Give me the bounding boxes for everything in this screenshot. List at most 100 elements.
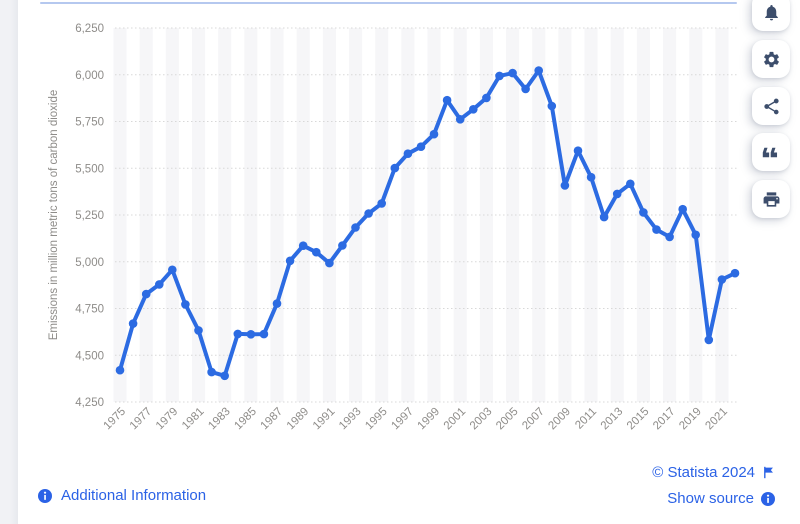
y-tick-label: 4,500	[75, 350, 104, 362]
x-tick-label: 1979	[154, 406, 181, 433]
data-point-2014[interactable]	[626, 179, 635, 189]
quote-icon	[762, 147, 777, 157]
y-tick-label: 4,250	[75, 397, 104, 409]
data-point-2013[interactable]	[612, 189, 622, 199]
x-tick-label: 1983	[206, 406, 233, 433]
footer-right: © Statista 2024 Show source	[652, 464, 775, 516]
data-point-1978[interactable]	[155, 280, 164, 289]
x-tick-label: 1993	[337, 406, 364, 433]
data-point-1987[interactable]	[272, 299, 282, 308]
data-point-1982[interactable]	[207, 367, 216, 377]
data-point-1996[interactable]	[390, 163, 400, 173]
data-point-1998[interactable]	[416, 142, 426, 151]
year-band	[139, 28, 153, 402]
data-point-1992[interactable]	[338, 241, 347, 250]
data-point-1989[interactable]	[298, 241, 308, 250]
data-point-1990[interactable]	[312, 247, 321, 257]
additional-information-label: Additional Information	[61, 487, 207, 504]
year-band	[663, 28, 677, 402]
x-tick-label: 1977	[128, 406, 155, 433]
flag-icon	[764, 466, 773, 479]
data-point-2007[interactable]	[534, 66, 543, 75]
data-point-1980[interactable]	[181, 300, 190, 309]
x-tick-label: 2013	[599, 406, 626, 433]
print-button[interactable]	[752, 180, 790, 218]
data-point-2017[interactable]	[665, 232, 674, 242]
show-source-label: Show source	[667, 490, 754, 507]
data-point-1977[interactable]	[141, 289, 151, 299]
info-icon	[38, 488, 52, 503]
additional-information-link[interactable]: Additional Information	[38, 487, 206, 504]
info-icon	[761, 491, 775, 506]
x-tick-label: 2011	[573, 406, 599, 432]
data-point-2010[interactable]	[573, 146, 583, 155]
data-point-2011[interactable]	[586, 172, 596, 182]
y-tick-label: 6,250	[75, 23, 104, 35]
data-point-2004[interactable]	[495, 71, 504, 81]
x-tick-label: 2001	[442, 406, 469, 433]
settings-button[interactable]	[752, 40, 790, 78]
x-tick-label: 2007	[520, 406, 547, 433]
data-point-2003[interactable]	[482, 93, 491, 103]
data-point-1986[interactable]	[259, 329, 269, 339]
data-point-2006[interactable]	[521, 84, 530, 94]
data-point-1979[interactable]	[168, 265, 177, 275]
statista-copyright-link[interactable]: © Statista 2024	[652, 464, 775, 481]
x-tick-label: 1995	[363, 406, 390, 433]
x-tick-label: 1999	[416, 406, 443, 433]
year-band	[715, 28, 729, 402]
notifications-button[interactable]	[752, 0, 790, 31]
data-point-2000[interactable]	[442, 95, 452, 105]
data-point-2012[interactable]	[599, 212, 609, 222]
year-band	[427, 28, 441, 402]
year-band	[610, 28, 624, 402]
x-tick-label: 2017	[651, 406, 678, 433]
bell-icon	[764, 4, 778, 20]
data-point-2022[interactable]	[730, 268, 740, 278]
left-gutter	[0, 0, 18, 524]
x-tick-label: 2019	[677, 406, 704, 433]
data-point-1994[interactable]	[364, 209, 373, 218]
y-tick-label: 5,000	[75, 257, 104, 269]
data-point-1988[interactable]	[285, 256, 295, 266]
data-point-1999[interactable]	[429, 129, 439, 139]
data-point-2008[interactable]	[547, 101, 557, 111]
data-point-2002[interactable]	[469, 105, 478, 114]
x-tick-label: 2021	[703, 406, 730, 433]
x-tick-label: 1991	[311, 406, 338, 433]
data-point-2021[interactable]	[717, 275, 727, 284]
data-point-1981[interactable]	[194, 326, 203, 335]
y-axis-label: Emissions in million metric tons of carb…	[48, 90, 60, 341]
data-point-1993[interactable]	[351, 223, 360, 232]
x-tick-label: 1981	[180, 406, 207, 433]
data-point-1976[interactable]	[128, 319, 138, 328]
data-point-2005[interactable]	[508, 68, 517, 78]
data-point-1983[interactable]	[220, 371, 229, 381]
data-point-1985[interactable]	[246, 330, 256, 339]
x-tick-label: 1985	[232, 406, 259, 433]
emissions-line-chart[interactable]: 4,250 4,500 4,750 5,000 5,250 5,500 5,750 6,000…	[0, 0, 800, 462]
data-point-1995[interactable]	[377, 199, 387, 208]
y-tick-label: 6,000	[75, 70, 104, 82]
data-point-1984[interactable]	[233, 329, 243, 339]
x-tick-label: 1975	[102, 406, 129, 433]
share-button[interactable]	[752, 87, 790, 125]
data-point-1975[interactable]	[115, 365, 125, 375]
x-tick-label: 1989	[285, 406, 312, 433]
data-point-2018[interactable]	[678, 204, 687, 214]
data-point-2015[interactable]	[639, 208, 648, 217]
data-point-2001[interactable]	[455, 115, 465, 124]
show-source-link[interactable]: Show source	[652, 490, 775, 507]
data-point-1991[interactable]	[325, 258, 334, 268]
printer-icon	[763, 191, 779, 207]
data-point-1997[interactable]	[403, 149, 413, 158]
data-point-2016[interactable]	[652, 225, 661, 234]
cite-button[interactable]	[752, 133, 790, 171]
x-tick-label: 2015	[625, 406, 652, 433]
data-point-2019[interactable]	[691, 230, 700, 240]
data-point-2020[interactable]	[704, 335, 714, 345]
y-tick-label: 5,500	[75, 163, 104, 175]
data-point-2009[interactable]	[560, 181, 570, 190]
x-tick-label: 2003	[468, 406, 495, 433]
side-toolbar	[740, 0, 800, 230]
